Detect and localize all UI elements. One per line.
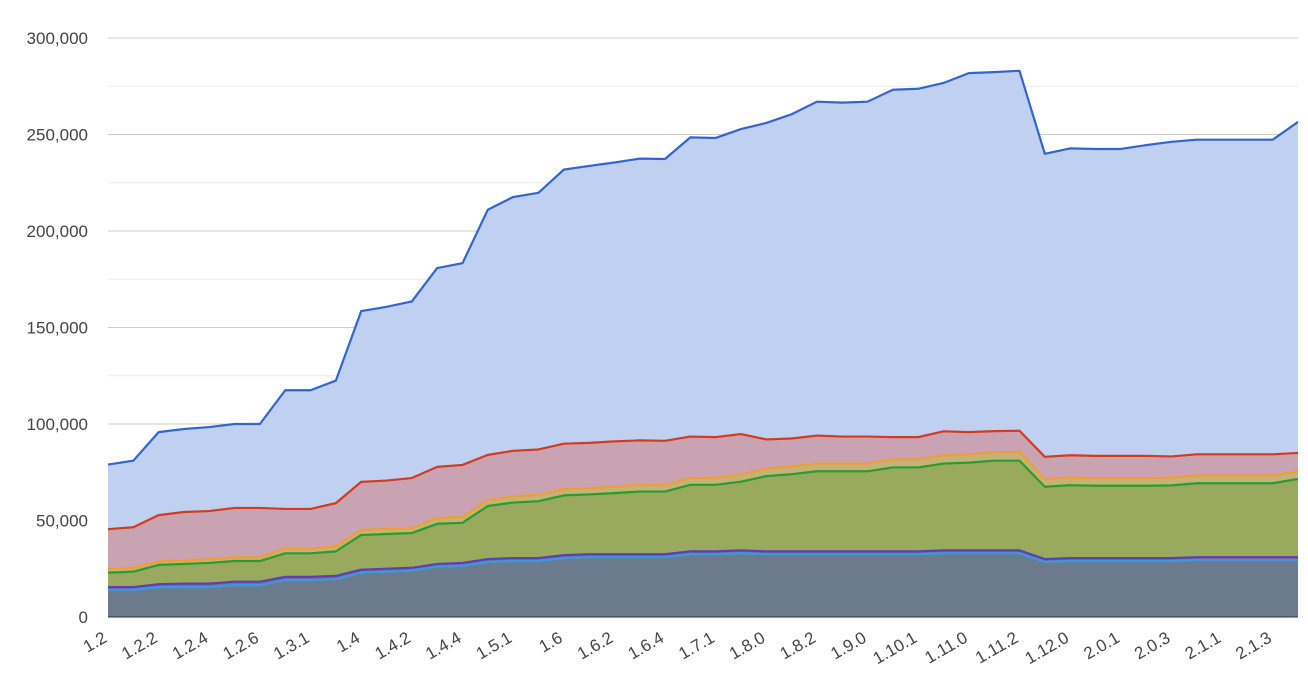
y-tick-label: 0 [79,608,88,627]
x-tick-label: 1.4.2 [372,628,414,663]
y-tick-label: 50,000 [36,512,88,531]
series-area-3 [108,460,1298,588]
x-tick-label: 1.11.2 [972,628,1021,667]
series-area-1 [108,553,1298,617]
series-area-6 [108,70,1298,530]
x-tick-label: 1.11.0 [922,628,971,667]
series-line-5 [107,429,1299,531]
x-tick-label: 2.0.3 [1131,628,1173,663]
x-tick-label: 1.4 [333,628,363,656]
y-tick-label: 250,000 [27,126,88,145]
series-line-2 [108,549,1298,589]
x-tick-label: 1.5.1 [473,628,515,663]
x-tick-label: 1.4.4 [422,628,464,663]
x-tick-label: 1.3.1 [270,628,312,663]
series-area-5 [108,430,1298,569]
y-tick-label: 100,000 [27,415,88,434]
x-tick-label: 1.8.0 [726,628,768,663]
series-line-1 [108,552,1298,592]
x-tick-label: 1.7.1 [675,628,717,663]
y-axis-tick-labels: 0 50,000 100,000 150,000 200,000 250,000 300,0… [27,29,88,627]
y-tick-label: 300,000 [27,29,88,48]
series-line-4 [107,450,1299,570]
x-tick-label: 1.10.1 [870,628,920,668]
x-tick-label: 2.1.3 [1232,628,1274,663]
x-tick-label: 1.8.2 [777,628,819,663]
x-tick-label: 1.6 [536,628,566,656]
series-areas [108,70,1298,617]
x-tick-label: 2.0.1 [1081,628,1123,663]
y-tick-label: 150,000 [27,319,88,338]
x-tick-label: 1.6.2 [574,628,616,663]
x-tick-label: 1.9.0 [827,628,869,663]
x-tick-label: 1.2.4 [169,628,211,663]
x-tick-label: 1.2 [80,628,110,656]
series-line-6 [107,69,1299,466]
series-lines [107,69,1299,592]
series-line-3 [107,459,1299,574]
x-tick-label: 1.2.2 [118,628,160,663]
y-tick-label: 200,000 [27,222,88,241]
x-tick-label: 1.12.0 [1022,628,1072,668]
x-tick-label: 1.2.6 [220,628,262,663]
x-axis-tick-labels: 1.2 1.2.2 1.2.4 1.2.6 1.3.1 1.4 1.4.2 1.4.4 1.5.… [80,628,1275,668]
x-tick-label: 1.6.4 [625,628,667,663]
x-tick-label: 2.1.1 [1182,628,1224,663]
